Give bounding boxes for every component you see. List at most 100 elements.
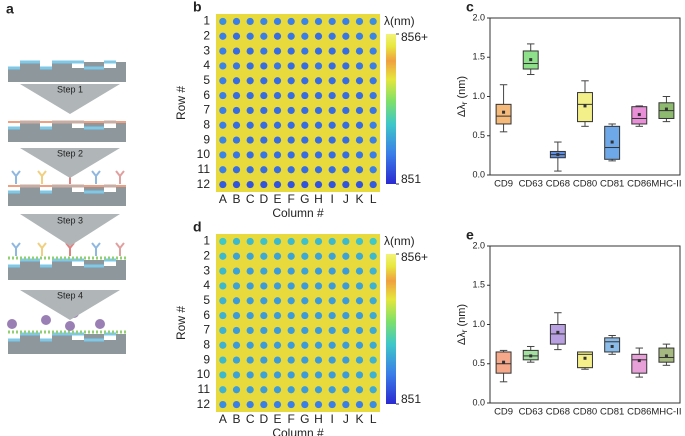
row-label: 7 xyxy=(203,103,210,117)
spot xyxy=(369,180,377,189)
row-label: 1 xyxy=(203,234,210,248)
spot xyxy=(260,106,268,115)
y-tick-label: 1.5 xyxy=(472,52,485,62)
mean xyxy=(610,344,614,348)
x-tick-label: CD81 xyxy=(600,407,624,418)
spot xyxy=(287,386,295,394)
spot xyxy=(219,47,227,55)
substrate xyxy=(6,258,128,282)
spot xyxy=(232,17,241,26)
spot xyxy=(260,77,268,85)
spot xyxy=(328,62,336,70)
spot xyxy=(328,166,336,174)
spot xyxy=(273,282,282,290)
column-label: G xyxy=(300,192,309,206)
antibodies xyxy=(11,170,125,184)
spot xyxy=(355,62,364,70)
row-label: 3 xyxy=(203,263,210,277)
box xyxy=(495,103,512,125)
spot xyxy=(287,237,295,246)
heatmap-background xyxy=(216,14,380,192)
spot xyxy=(342,166,350,174)
spot xyxy=(273,237,282,246)
column-label: E xyxy=(273,412,281,426)
spot xyxy=(328,326,336,335)
spot xyxy=(273,91,282,100)
spot xyxy=(355,356,364,364)
spot xyxy=(260,151,268,159)
row-label: 1 xyxy=(203,14,210,28)
mean xyxy=(502,360,506,364)
spot xyxy=(273,121,282,129)
spot xyxy=(369,32,377,40)
spot xyxy=(342,267,350,275)
spot xyxy=(369,166,377,174)
y-tick-label: 2.0 xyxy=(472,12,485,22)
panel-label: d xyxy=(193,219,202,235)
spot xyxy=(301,121,309,129)
spot xyxy=(355,136,364,144)
column-label: K xyxy=(355,192,363,206)
spot xyxy=(355,17,364,26)
spot xyxy=(328,77,336,85)
spot xyxy=(219,341,227,349)
y-tick-label: 2.0 xyxy=(472,240,485,250)
spot xyxy=(219,121,227,129)
spot xyxy=(232,297,241,305)
colorbar-title: λ(nm) xyxy=(384,234,415,248)
column-label: D xyxy=(259,412,268,426)
spot xyxy=(328,371,336,379)
spot xyxy=(328,121,336,129)
spot xyxy=(246,106,254,115)
spot xyxy=(273,341,282,349)
spot xyxy=(314,386,323,394)
x-tick-label: CD81 xyxy=(600,179,624,190)
spot xyxy=(369,91,377,100)
spot xyxy=(314,77,323,85)
x-tick-label: MHC-II xyxy=(651,179,681,190)
spot xyxy=(246,62,254,70)
spot xyxy=(328,267,336,275)
row-label: 8 xyxy=(203,337,210,351)
spot xyxy=(369,267,377,275)
colorbar-tick-label: 851 xyxy=(401,392,421,406)
spot xyxy=(232,282,241,290)
colorbar xyxy=(386,254,396,404)
row-label: 11 xyxy=(198,382,211,396)
x-tick-label: CD63 xyxy=(519,407,543,418)
spot xyxy=(369,297,377,305)
spot xyxy=(232,91,241,100)
spot xyxy=(273,267,282,275)
spot xyxy=(287,267,295,275)
row-label: 12 xyxy=(197,397,211,411)
spot xyxy=(246,282,254,290)
spot xyxy=(328,341,336,349)
spot xyxy=(301,400,309,409)
column-label: L xyxy=(370,192,377,206)
spot xyxy=(342,297,350,305)
y-axis-symbol: Δλ xyxy=(456,104,468,117)
spot xyxy=(328,180,336,189)
spot xyxy=(232,77,241,85)
spot xyxy=(287,151,295,159)
spot xyxy=(219,386,227,394)
spot xyxy=(301,282,309,290)
column-label: H xyxy=(314,192,323,206)
y-tick-label: 1.0 xyxy=(472,91,485,101)
mean xyxy=(502,110,506,114)
x-tick-label: CD86 xyxy=(627,407,651,418)
spot xyxy=(301,47,309,55)
x-axis-title: Column # xyxy=(272,206,324,220)
spot xyxy=(301,267,309,275)
spot xyxy=(260,356,268,364)
spot xyxy=(301,91,309,100)
spot xyxy=(342,311,350,320)
row-label: 7 xyxy=(203,323,210,337)
colorbar-tick-label: 856+ xyxy=(401,250,428,264)
spot xyxy=(314,341,323,349)
spot xyxy=(328,252,336,260)
spot xyxy=(246,341,254,349)
spot xyxy=(328,47,336,55)
colorbar-tick-label: 851 xyxy=(401,172,421,186)
spot xyxy=(260,371,268,379)
